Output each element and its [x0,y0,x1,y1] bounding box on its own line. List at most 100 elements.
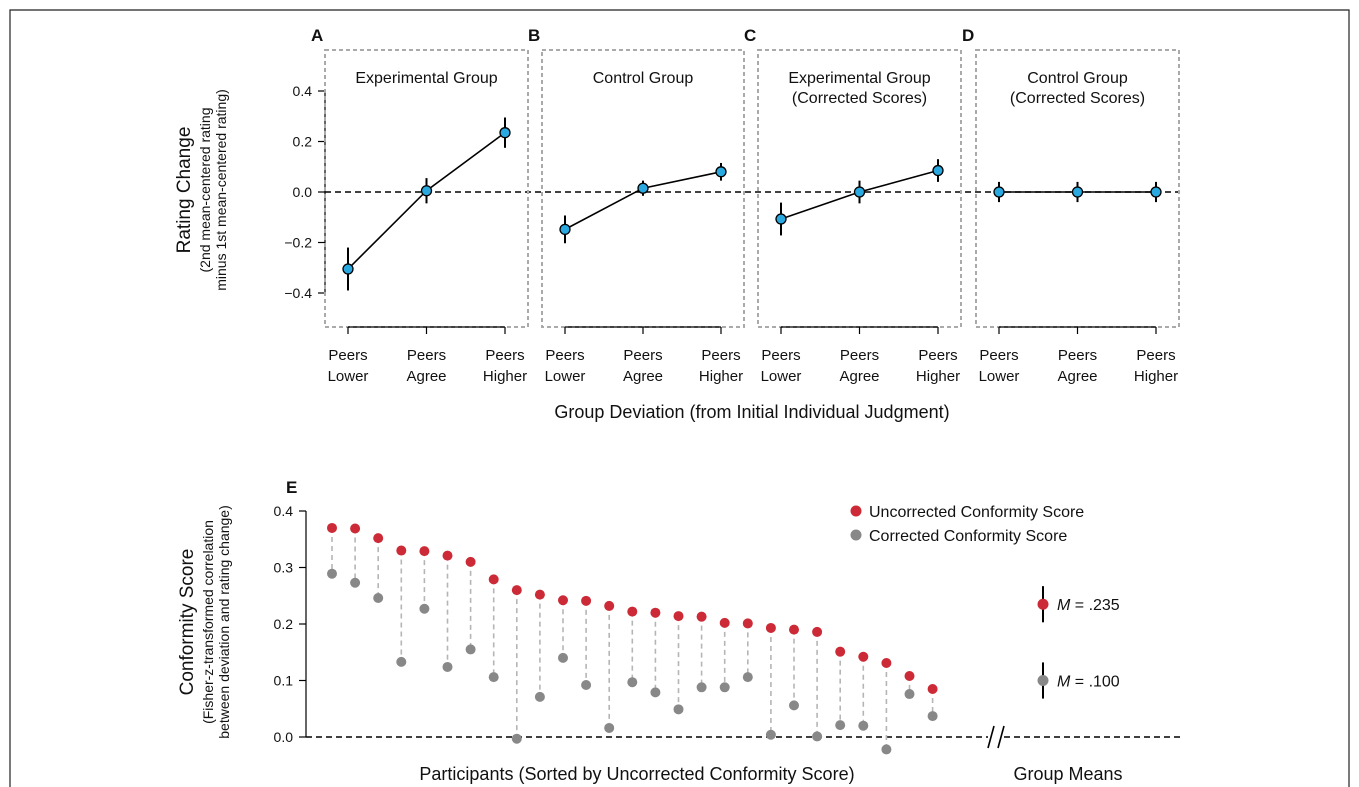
panel-x-tick-label: Higher [483,368,527,385]
top-y-axis-title: Rating Change [174,127,195,254]
uncorrected-point [719,617,730,628]
top-y-axis-subtitle: (2nd mean-centered rating [197,108,213,273]
corrected-point [604,722,615,733]
mean-label-value: = .235 [1070,597,1119,614]
corrected-point [765,729,776,740]
series-line [564,171,722,231]
corrected-point [511,733,522,744]
panel-letter: E [286,478,297,497]
corrected-point [789,700,799,711]
panel-x-tick-label: Higher [916,368,960,385]
corrected-point [858,720,869,731]
uncorrected-point [858,651,869,662]
bottom-y-tick-label: 0.3 [274,560,294,576]
legend-marker [850,505,862,517]
mean-point [1037,598,1049,610]
uncorrected-point [904,670,915,681]
bottom-y-tick-label: 0.0 [274,729,294,745]
panel-x-tick-label: Peers [918,347,957,364]
uncorrected-point [581,595,592,606]
panel-x-tick-label: Peers [485,347,524,364]
corrected-point [650,687,661,698]
corrected-point [673,704,684,715]
panel-x-tick-label: Higher [1134,368,1178,385]
uncorrected-point [673,611,684,622]
panel-x-tick-label: Peers [761,347,800,364]
corrected-point [327,568,337,579]
uncorrected-point [812,626,823,637]
uncorrected-point [696,611,707,622]
axis-break-mark [997,725,1005,749]
uncorrected-point [534,589,545,600]
mean-label-value: = .100 [1070,674,1119,691]
panel-x-tick-label: Peers [545,347,584,364]
uncorrected-point [488,574,499,585]
top-line-charts: 0.4 0.2 0.0 −0.2 −0.4 Rating Change (2nd mean-… [174,26,1180,385]
bottom-y-tick-label: 0.4 [274,503,294,519]
corrected-point [696,682,707,693]
bottom-y-tick-label: 0.2 [274,616,294,632]
mean-label-prefix: M [1057,597,1071,614]
outer-frame [9,9,1350,787]
uncorrected-point [465,556,476,567]
panel-x-tick-label: Peers [407,347,446,364]
corrected-point [812,731,823,742]
top-y-axis-subtitle: minus 1st mean-centered rating) [213,89,229,291]
legend-marker [850,529,862,541]
legend-label: Corrected Conformity Score [869,528,1067,545]
panel-x-tick-label: Lower [979,368,1020,385]
corrected-point [742,672,753,683]
panel-x-tick-label: Lower [545,368,586,385]
panel-x-tick-label: Lower [761,368,802,385]
mean-point [1037,675,1049,686]
bottom-conformity-chart: E 0.0 0.1 0.2 0.3 0.4 Conformity Score (Fisher-… [177,478,1180,755]
top-y-tick-label: 0.4 [293,83,313,99]
uncorrected-point [396,545,407,556]
bottom-y-axis-subtitle: (Fisher-z-transformed correlation [200,520,216,724]
data-point [775,213,787,225]
corrected-point [396,656,407,667]
panel-title: Control Group [1027,70,1128,87]
uncorrected-point [627,606,638,617]
data-point [420,185,433,197]
top-y-tick-label: −0.2 [284,235,312,251]
data-point [499,127,511,139]
top-x-axis-label: Group Deviation (from Initial Individual… [554,402,949,422]
panel-x-tick-label: Peers [623,347,662,364]
corrected-point [719,682,730,693]
uncorrected-point [835,646,846,657]
data-point [637,182,649,194]
panel-x-tick-label: Peers [1058,347,1097,364]
panel-title: (Corrected Scores) [1010,90,1145,107]
panel-title: Control Group [593,70,694,87]
panel-d: D Control Group (Corrected Scores) Peers Low… [962,26,1180,385]
panel-c: C Experimental Group (Corrected Scores) Pee… [744,26,962,385]
uncorrected-point [789,624,799,635]
uncorrected-point [511,585,522,596]
top-y-tick-label: 0.0 [293,184,313,200]
corrected-point [419,603,430,614]
corrected-point [465,644,476,655]
uncorrected-point [650,607,661,618]
panel-letter: B [528,26,540,45]
panel-letter: D [962,26,974,45]
data-point [993,186,1005,198]
corrected-point [350,577,361,588]
data-point [342,263,354,275]
panel-x-tick-label: Peers [328,347,367,364]
corrected-point [442,661,453,672]
panel-title: Experimental Group [355,70,497,87]
uncorrected-point [373,533,384,544]
legend-label: Uncorrected Conformity Score [869,504,1084,521]
panel-x-tick-label: Peers [840,347,879,364]
panel-x-tick-label: Agree [1057,368,1097,385]
corrected-point [558,652,568,663]
corrected-point [927,711,938,722]
data-point [559,223,571,236]
data-point [715,166,727,178]
uncorrected-point [558,595,568,606]
corrected-point [904,689,915,700]
bottom-y-axis-title: Conformity Score [177,549,198,696]
uncorrected-point [604,600,615,611]
